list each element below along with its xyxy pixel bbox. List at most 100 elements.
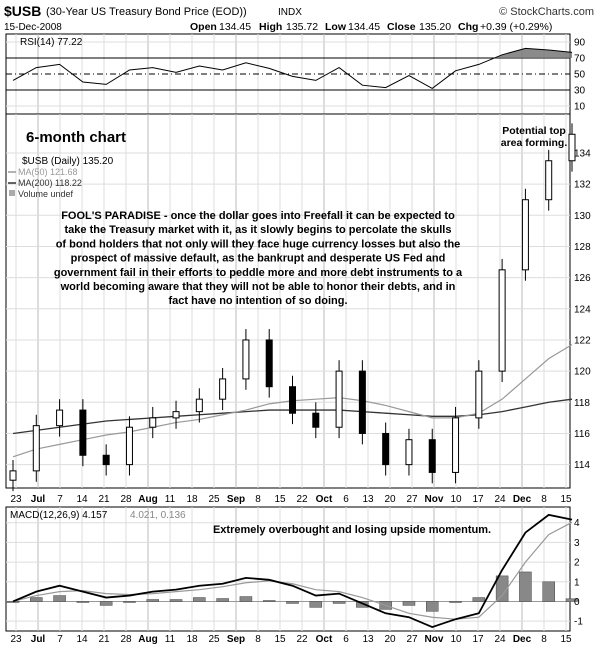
macd-histogram-bar (216, 598, 229, 602)
x-axis-mid: 23 Jul 7 14 21 28 Aug 11 18 25 Sep 8 15 22 Oct 6 13 20 27 N… (10, 494, 572, 505)
price-candle (195, 388, 203, 423)
x-tick-label: 11 (165, 634, 176, 645)
macd-tick-label: 2 (574, 558, 580, 569)
x-tick-label: Nov (425, 634, 444, 645)
macd-tick-label: 0 (574, 597, 580, 608)
x-tick-label: 17 (472, 634, 484, 645)
x-tick-label: 27 (406, 634, 418, 645)
ohlc-open: 134.45 (219, 21, 251, 33)
x-tick-label: 15 (274, 634, 286, 645)
macd-histogram-bar (426, 601, 439, 612)
x-tick-label: 8 (255, 634, 261, 645)
x-tick-label: 6 (343, 634, 349, 645)
x-tick-label: 15 (560, 634, 572, 645)
x-tick-label: 23 (10, 494, 22, 505)
macd-histogram-bar (472, 597, 486, 602)
x-tick-label: 14 (76, 634, 88, 645)
price-frame (5, 113, 571, 489)
x-tick-label: 22 (296, 494, 308, 505)
x-tick-label: 24 (494, 634, 506, 645)
macd-histogram-bar (495, 575, 509, 602)
macd-legend-rest: 4.021, 0.136 (130, 510, 186, 521)
x-tick-label: 7 (57, 634, 63, 645)
x-axis-bottom: 23 Jul 7 14 21 28 Aug 11 18 25 Sep 8 15 22 Oct 6 13 20 27 N… (10, 634, 572, 645)
x-tick-label: 18 (186, 634, 198, 645)
rsi-tick-label: 50 (574, 70, 586, 81)
macd-histogram-bar (356, 601, 369, 608)
x-tick-label: 20 (384, 634, 396, 645)
x-tick-label: Jul (31, 634, 46, 645)
rsi-tick-label: 30 (574, 86, 586, 97)
price-candle (405, 428, 413, 476)
macd-annotation: Extremely overbought and losing upside m… (213, 524, 491, 536)
macd-tick-label: 1 (574, 577, 580, 588)
macd-histogram-bar (449, 601, 462, 603)
price-candle (335, 360, 343, 439)
legend-main: $USB (Daily) 135.20 (22, 156, 114, 167)
x-tick-label: Sep (227, 494, 245, 505)
price-tick-label: 116 (574, 429, 590, 440)
x-tick-label: Sep (227, 634, 245, 645)
x-tick-label: Aug (138, 494, 157, 505)
macd-signal-line (12, 521, 573, 620)
ohlc-close: 135.20 (419, 21, 451, 33)
macd-histogram-bar (99, 601, 113, 606)
macd-tick-label: 4 (574, 518, 580, 529)
price-candle (382, 422, 390, 476)
header-symbol: $USB (4, 3, 41, 19)
price-panel: 114 116 118 120 122 124 126 128 130 132 134 6-mont… (5, 113, 591, 492)
price-candle (9, 459, 17, 492)
x-tick-label: 6 (343, 494, 349, 505)
x-tick-label: 10 (450, 634, 462, 645)
macd-histogram-bar (542, 581, 555, 602)
macd-line (12, 513, 573, 629)
macd-histogram-bar (123, 601, 136, 603)
price-candle (265, 329, 273, 398)
chart-title-annotation: 6-month chart (26, 129, 126, 146)
price-candle (568, 123, 576, 172)
price-candle (312, 402, 320, 439)
x-tick-label: 21 (98, 494, 110, 505)
macd-histogram-bar (309, 601, 323, 608)
ohlc-high: 135.72 (286, 21, 318, 33)
header-date: 15-Dec-2008 (4, 22, 62, 33)
x-tick-label: Aug (138, 634, 157, 645)
x-tick-label: 24 (494, 494, 506, 505)
ohlc-chg: +0.39 (+0.29%) (480, 21, 552, 33)
price-tick-label: 114 (574, 460, 590, 471)
ohlc-open-label: Open (190, 21, 217, 33)
macd-histogram-bar (146, 599, 159, 602)
ohlc-low: 134.45 (348, 21, 380, 33)
x-tick-label: 28 (120, 634, 132, 645)
macd-histogram-bar (565, 598, 579, 602)
price-candle (475, 360, 483, 429)
ohlc-chg-label: Chg (458, 21, 478, 33)
x-tick-label: Oct (316, 634, 333, 645)
macd-histogram-bar (169, 599, 183, 602)
x-tick-label: 11 (165, 494, 176, 505)
x-tick-label: 14 (76, 494, 88, 505)
price-tick-label: 118 (574, 398, 590, 409)
price-tick-label: 130 (574, 211, 591, 222)
price-candle (545, 149, 553, 211)
macd-histogram-bar (332, 601, 346, 604)
x-tick-label: 17 (472, 494, 484, 505)
macd-histogram-bar (6, 601, 20, 603)
rsi-tick-label: 70 (574, 54, 586, 65)
header-exchange: INDX (278, 7, 302, 18)
legend-ma50: MA(50) 121.68 (18, 167, 78, 177)
macd-histogram-bar (262, 600, 276, 602)
price-candle (149, 406, 157, 439)
rsi-panel: 90 70 50 30 10 RSI(14) 77.22 (5, 33, 586, 115)
price-tick-label: 134 (574, 148, 591, 159)
price-tick-label: 126 (574, 273, 591, 284)
macd-panel: 4 3 2 1 0 -1 MACD(12,26,9) 4.157 4.021, 0.136… (5, 506, 583, 632)
macd-histogram-bar (402, 601, 416, 606)
x-tick-label: 25 (208, 634, 220, 645)
macd-histogram-bar (76, 601, 90, 603)
macd-frame (5, 506, 571, 632)
price-tick-label: 120 (574, 367, 591, 378)
price-candle (289, 375, 296, 425)
x-tick-label: 15 (560, 494, 572, 505)
